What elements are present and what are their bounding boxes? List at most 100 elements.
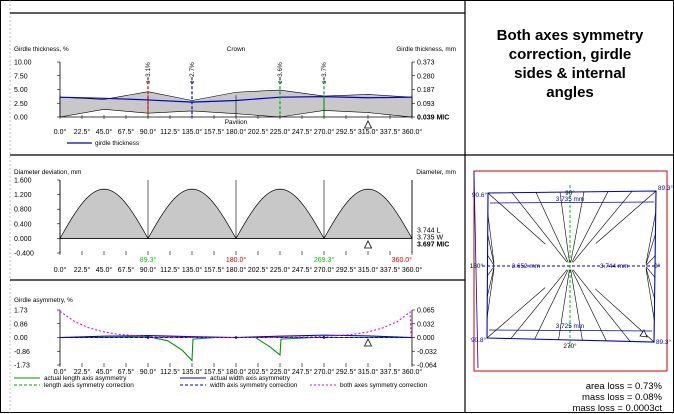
- angle-label-top: 90°: [565, 189, 575, 197]
- annotation-label: c=3.6%: [277, 62, 284, 84]
- outer-frame: [473, 170, 668, 372]
- x-tick-label: 67.5°: [118, 368, 135, 376]
- angle-label: 180.0°: [226, 256, 247, 264]
- y-tick-label-right: 0.065: [417, 308, 435, 315]
- asymmetry-series: [60, 336, 412, 362]
- x-tick-label: 112.5°: [160, 368, 180, 376]
- facet-line: [487, 234, 495, 265]
- bottom-width-label: 3.725 mm: [556, 323, 584, 330]
- quarter-dot: [146, 336, 150, 339]
- girdle-thickness-line: [59, 96, 413, 103]
- y-tick-label-right: 0.032: [417, 321, 435, 328]
- y-tick-label: 10.00: [14, 60, 32, 67]
- deviation-hump: [323, 188, 413, 239]
- x-tick-label: 202.5°: [248, 368, 269, 376]
- y-tick-label-right: 0.187: [417, 87, 435, 94]
- y-axis-title: Diameter deviation, mm: [14, 169, 81, 176]
- frame-edge: [473, 170, 479, 369]
- facet-line: [559, 192, 570, 263]
- y-axis-title-right: Diameter, mm: [416, 169, 456, 176]
- x-tick-label: 67.5°: [118, 128, 135, 136]
- x-tick-label: 337.5°: [380, 368, 401, 376]
- y-axis-title: Girdle thickness, %: [14, 46, 69, 53]
- left-length-label: 3.652 mm: [512, 263, 540, 270]
- y-axis-title: Girdle asymmetry, %: [14, 297, 73, 304]
- facet-line: [572, 191, 633, 263]
- diameter-value: 3.735 W: [417, 234, 443, 241]
- x-tick-label: 360.0°: [402, 128, 423, 136]
- x-tick-label: 180.0°: [226, 368, 247, 376]
- corner-angle-top-left: 90.6°: [472, 191, 487, 199]
- y-axis-title-right: Girdle thickness, mm: [396, 46, 456, 53]
- y-tick-label-right: 0.280: [417, 73, 435, 80]
- y-tick-label: 0.000: [14, 236, 32, 243]
- legend-entry: actual length axis asymmetry: [44, 375, 127, 382]
- facet-line: [487, 266, 495, 277]
- mass-loss-carat: mass loss = 0.0003ct: [572, 403, 662, 414]
- girdle-thickness-chart: Girdle thickness, % Girdle thickness, mm C…: [14, 46, 456, 147]
- x-tick-label: 135.0°: [182, 128, 203, 136]
- facet-line: [486, 268, 495, 318]
- top-dimension-line: [489, 201, 655, 204]
- legend-entry: girdle thickness: [95, 140, 139, 147]
- corner-angle-top-right: 89.3°: [658, 184, 673, 192]
- x-tick-label: 337.5°: [380, 128, 401, 136]
- y-tick-label: 7.50: [14, 73, 28, 80]
- reference-marker: [639, 329, 648, 338]
- y-tick-label: -0.86: [14, 349, 30, 356]
- y-tick-label: 0.800: [14, 207, 32, 214]
- x-tick-label: 22.5°: [74, 128, 91, 136]
- y-tick-label: 1.600: [14, 178, 32, 185]
- x-tick-label: 45.0°: [96, 368, 113, 376]
- x-tick-label: 292.5°: [336, 128, 357, 136]
- angle-label-right: 0°: [654, 262, 661, 270]
- angle-label: 360.0°: [392, 256, 413, 264]
- x-tick-label: 90.0°: [140, 368, 157, 376]
- title-line: Both axes symmetry: [496, 27, 644, 44]
- x-tick-label: 112.5°: [160, 266, 180, 274]
- x-tick-label: 360.0°: [402, 368, 423, 376]
- facet-line: [570, 191, 585, 263]
- diameter-value: 3.697 MIC: [417, 241, 449, 248]
- annotation-label: s=3.7%: [321, 62, 328, 84]
- legend-entry: actual width axis asymmetry: [210, 375, 291, 382]
- angle-label-bottom: 270°: [563, 342, 577, 350]
- x-tick-label: 225.0°: [270, 266, 291, 274]
- corner-facet-line: [486, 287, 546, 339]
- facet-line: [645, 234, 656, 265]
- corner-facet-line: [487, 192, 546, 245]
- angle-label: 89.3°: [140, 256, 157, 264]
- x-tick-label: 315.0°: [358, 266, 379, 274]
- girdle-asymmetry-chart: Girdle asymmetry, % 1.73 0.86 0.00 -0.86 -1.7…: [14, 297, 437, 389]
- x-tick-label: 112.5°: [160, 128, 180, 136]
- y-tick-label: 1.200: [14, 192, 32, 199]
- bottom-dimension-line: [488, 329, 653, 332]
- x-tick-label: 90.0°: [140, 266, 157, 274]
- y-tick-label: 0.00: [14, 115, 28, 122]
- facet-line: [570, 269, 583, 341]
- area-loss: area loss = 0.73%: [585, 381, 662, 392]
- x-tick-label: 270.0°: [314, 368, 335, 376]
- y-tick-label-right: 0.000: [417, 335, 435, 342]
- x-tick-label: 337.5°: [380, 266, 401, 274]
- y-tick-label: 5.00: [14, 87, 28, 94]
- x-tick-label: 270.0°: [314, 128, 335, 136]
- x-tick-label: 157.5°: [204, 128, 225, 136]
- x-tick-label: 247.5°: [292, 368, 313, 376]
- title-line: sides & internal: [514, 65, 626, 82]
- legend-entry: width axis symmetry correction: [209, 382, 298, 389]
- title-line: correction, girdle: [508, 46, 632, 63]
- y-tick-label-right: -0.064: [417, 363, 437, 370]
- x-tick-label: 202.5°: [248, 128, 269, 136]
- facet-line: [487, 254, 495, 266]
- x-tick-label: 292.5°: [336, 266, 357, 274]
- title-line: angles: [546, 84, 594, 101]
- mass-loss-percent: mass loss = 0.08%: [582, 392, 662, 403]
- x-tick-label: 180.0°: [226, 128, 247, 136]
- x-tick-label: 202.5°: [248, 266, 269, 274]
- y-tick-label-right: -0.032: [417, 349, 437, 356]
- facet-line: [645, 268, 655, 321]
- quarter-dot: [234, 336, 238, 339]
- y-tick-label: 0.00: [14, 335, 28, 342]
